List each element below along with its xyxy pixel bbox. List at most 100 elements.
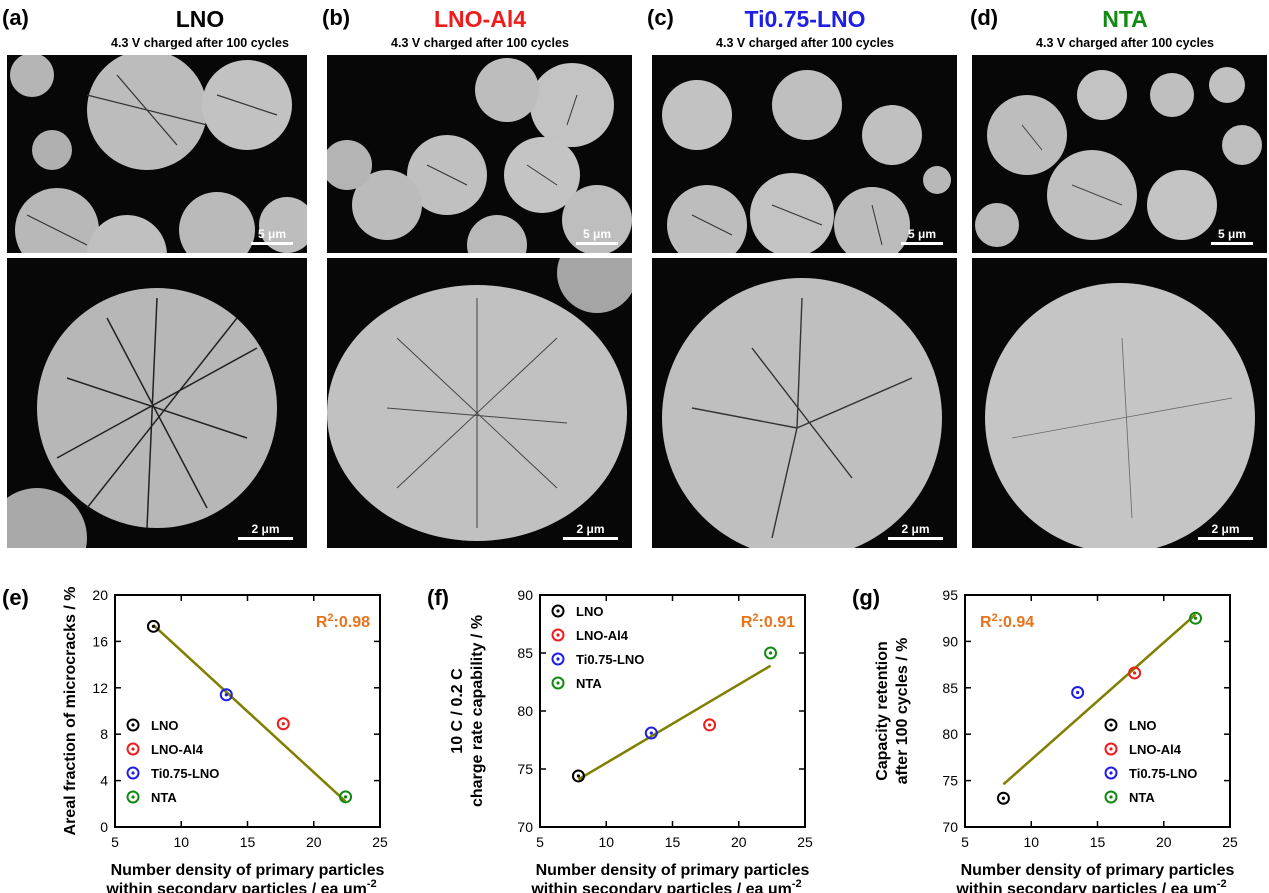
data-point-ti0-75-lno bbox=[1071, 685, 1085, 699]
data-point-center bbox=[151, 624, 156, 628]
y-tick-label: 85 bbox=[517, 645, 533, 661]
legend-marker bbox=[1104, 766, 1118, 780]
data-point-ti0-75-lno bbox=[644, 726, 658, 740]
x-axis-label-line2: within secondary particles / ea μm-2 bbox=[955, 878, 1226, 893]
legend-marker-center bbox=[1109, 795, 1113, 799]
y-tick-label: 75 bbox=[517, 761, 533, 777]
legend-label: NTA bbox=[151, 790, 177, 805]
legend-marker bbox=[126, 790, 140, 804]
data-point-nta bbox=[764, 646, 778, 660]
r-squared-exponent: 2 bbox=[327, 612, 333, 624]
y-tick-label: 85 bbox=[942, 680, 958, 696]
r-squared-value: :0.98 bbox=[334, 614, 371, 631]
x-axis-label-line2: within secondary particles / ea μm-2 bbox=[530, 878, 801, 893]
r-squared-symbol: R bbox=[316, 614, 328, 631]
legend-marker-center bbox=[1109, 723, 1113, 727]
linear-fit-line bbox=[152, 624, 347, 803]
particle-closeup bbox=[7, 288, 277, 548]
legend-label: NTA bbox=[576, 676, 602, 691]
x-tick-label: 20 bbox=[1156, 834, 1172, 850]
legend-marker-center bbox=[131, 723, 135, 727]
legend-label: LNO-Al4 bbox=[151, 742, 204, 757]
y-axis-label: 10 C / 0.2 C bbox=[449, 668, 466, 754]
panel-label: (g) bbox=[852, 585, 880, 610]
data-point-lno bbox=[146, 619, 160, 633]
y-axis-label: Areal fraction of microcracks / % bbox=[62, 587, 79, 836]
x-axis-label-text: within secondary particles / ea μm bbox=[530, 881, 792, 893]
legend-marker bbox=[126, 742, 140, 756]
data-point-center bbox=[576, 774, 581, 778]
sem-image-closeup-ti075-lno: 2 μm bbox=[652, 258, 957, 548]
legend-label: LNO bbox=[151, 718, 178, 733]
legend-marker-center bbox=[131, 747, 135, 751]
data-point-lno bbox=[571, 769, 585, 783]
panel-label-b: (b) bbox=[322, 5, 351, 30]
x-axis-label-text: within secondary particles / ea μm bbox=[105, 881, 367, 893]
legend: LNO LNO-Al4 Ti0.75-LNO NTA bbox=[126, 718, 219, 805]
x-axis-label-line1: Number density of primary particles bbox=[536, 862, 810, 879]
x-tick-label: 10 bbox=[1023, 834, 1039, 850]
legend-marker-center bbox=[1109, 771, 1113, 775]
y-axis-label: Capacity retention bbox=[874, 641, 891, 781]
legend-marker-center bbox=[556, 657, 560, 661]
legend-marker bbox=[551, 604, 565, 618]
legend-marker bbox=[551, 652, 565, 666]
y-tick-label: 80 bbox=[942, 726, 958, 742]
x-axis-label-line1: Number density of primary particles bbox=[961, 862, 1235, 879]
sem-image-overview-nta: 5 μm bbox=[972, 55, 1267, 253]
legend: LNO LNO-Al4 Ti0.75-LNO NTA bbox=[551, 604, 644, 691]
scale-bar-2um: 2 μm bbox=[888, 522, 943, 540]
x-tick-label: 5 bbox=[961, 834, 969, 850]
data-point-center bbox=[649, 731, 653, 735]
sample-subtitle-d: 4.3 V charged after 100 cycles bbox=[1036, 36, 1214, 50]
y-axis-label: after 100 cycles / % bbox=[894, 638, 911, 785]
y-tick-label: 70 bbox=[517, 819, 533, 835]
legend-marker bbox=[1104, 718, 1118, 732]
panel-label-d: (d) bbox=[970, 5, 999, 30]
y-tick-label: 4 bbox=[100, 773, 108, 789]
particle-cross-sections bbox=[10, 55, 307, 253]
scale-bar-2um: 2 μm bbox=[563, 522, 618, 540]
x-tick-label: 15 bbox=[1090, 834, 1106, 850]
scale-bar-5um: 5 μm bbox=[901, 227, 943, 245]
x-tick-label: 20 bbox=[731, 834, 747, 850]
legend-marker-center bbox=[131, 771, 135, 775]
sample-title-nta: NTA bbox=[1102, 6, 1148, 32]
data-point-nta bbox=[1189, 611, 1203, 625]
legend-label: Ti0.75-LNO bbox=[1129, 766, 1197, 781]
legend-label: LNO bbox=[576, 604, 603, 619]
r-squared-symbol: R bbox=[980, 614, 992, 631]
chart-capacity-retention: (g) 5 10 15 20 25 70 75 80 85 90 95 Number density o… bbox=[852, 585, 1238, 893]
data-point-nta bbox=[339, 790, 353, 804]
sample-subtitle-b: 4.3 V charged after 100 cycles bbox=[391, 36, 569, 50]
legend-marker-center bbox=[131, 795, 135, 799]
panel-label-c: (c) bbox=[647, 5, 674, 30]
r-squared-label: R2:0.98 bbox=[316, 612, 370, 631]
sample-title-ti075-lno: Ti0.75-LNO bbox=[744, 6, 866, 32]
y-tick-label: 90 bbox=[517, 587, 533, 603]
y-tick-label: 70 bbox=[942, 819, 958, 835]
legend-label: LNO-Al4 bbox=[576, 628, 629, 643]
data-point-lno-al4 bbox=[276, 717, 290, 731]
data-point-center bbox=[1001, 796, 1006, 800]
panel-label: (f) bbox=[427, 585, 449, 610]
scale-bar-5um: 5 μm bbox=[576, 227, 618, 245]
sem-image-closeup-nta: 2 μm bbox=[972, 258, 1267, 548]
chart-charge-rate-capability: (f) 5 10 15 20 25 70 75 80 85 90 Number density of … bbox=[427, 585, 813, 893]
legend-label: Ti0.75-LNO bbox=[576, 652, 644, 667]
x-tick-label: 20 bbox=[306, 834, 322, 850]
legend-marker-center bbox=[556, 681, 560, 685]
scale-bar-2um: 2 μm bbox=[238, 522, 293, 540]
x-axis-label-exponent: -2 bbox=[367, 878, 377, 890]
data-point-center bbox=[1133, 671, 1137, 675]
x-tick-label: 15 bbox=[240, 834, 256, 850]
linear-fit-line bbox=[1002, 613, 1197, 786]
chart-areal-fraction-microcracks: (e) 5 10 15 20 25 0 4 8 12 16 20 Number density of p… bbox=[2, 585, 388, 893]
panel-label-a: (a) bbox=[2, 5, 29, 30]
x-tick-label: 15 bbox=[665, 834, 681, 850]
particle-cross-sections bbox=[327, 58, 632, 253]
y-tick-label: 8 bbox=[100, 726, 108, 742]
legend-marker-center bbox=[1109, 747, 1113, 751]
data-point-ti0-75-lno bbox=[219, 688, 233, 702]
x-axis-label-exponent: -2 bbox=[792, 878, 802, 890]
